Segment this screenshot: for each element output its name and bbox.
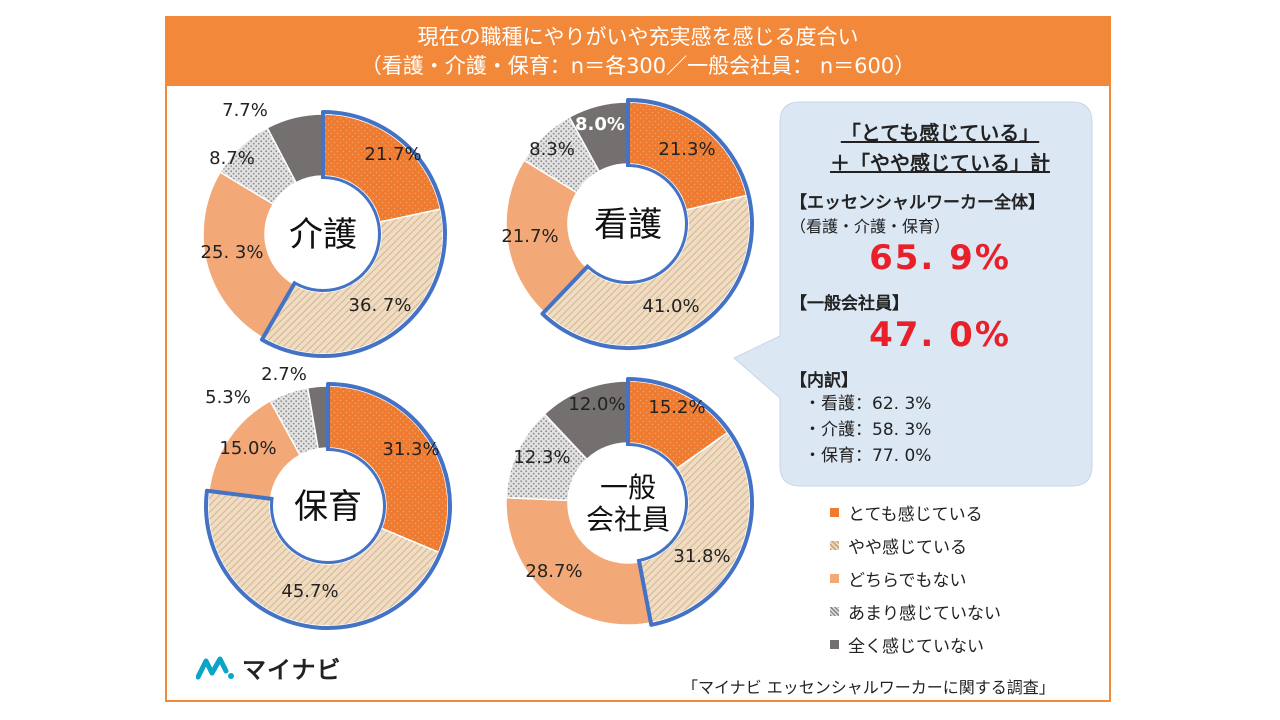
speech-bubble xyxy=(733,101,1093,487)
donut-data-label: 8.7% xyxy=(209,148,255,169)
positive-outline xyxy=(259,110,447,358)
donut-data-label: 45.7% xyxy=(281,581,338,602)
title-line-2: （看護・介護・保育：n＝各300／一般会社員： n＝600） xyxy=(360,54,916,78)
donut-chart: 看護 21.3% 41.0% 21.7% 8.3%8.0% xyxy=(501,98,754,350)
donut-data-label: 5.3% xyxy=(205,387,251,408)
donut-hole xyxy=(571,446,685,560)
donut-data-label: 21.7% xyxy=(364,144,421,165)
donut-data-label: 15.2% xyxy=(648,397,705,418)
chart-title-banner: 現在の職種にやりがいや充実感を感じる度合い （看護・介護・保育：n＝各300／一… xyxy=(167,18,1109,86)
source-note: 「マイナビ エッセンシャルワーカーに関する調査」 xyxy=(682,678,1055,697)
donut-data-label: 41.0% xyxy=(642,296,699,317)
donut-data-label: 8.3% xyxy=(529,139,575,160)
donut-chart: 一般会社員 15.2% 31.8% 28.7% 12.3% 12.0% xyxy=(505,377,754,627)
office-value: 47. 0% xyxy=(869,315,1011,355)
donut-data-label: 2.7% xyxy=(261,364,307,385)
donut-data-label: 21.3% xyxy=(658,139,715,160)
donut-title: 介護 xyxy=(289,215,357,255)
legend-swatch xyxy=(830,574,839,583)
legend-item: やや感じている xyxy=(830,529,1001,562)
donut-title: 一般 xyxy=(600,471,656,504)
donut-data-label: 12.0% xyxy=(568,394,625,415)
title-line-1: 現在の職種にやりがいや充実感を感じる度合い xyxy=(417,25,859,49)
legend-item: あまり感じていない xyxy=(830,595,1001,628)
positive-outline xyxy=(204,382,452,630)
summary-heading-line2: ＋「やや感じている」計 xyxy=(830,151,1050,175)
legend-item: とても感じている xyxy=(830,496,1001,529)
legend-label: どちらでもない xyxy=(848,571,967,591)
donut-data-label: 31.3% xyxy=(382,439,439,460)
summary-callout: 「とても感じている」 ＋「やや感じている」計 【エッセンシャルワーカー全体】 （… xyxy=(790,118,1090,469)
summary-heading: 「とても感じている」 ＋「やや感じている」計 xyxy=(790,118,1090,178)
donut-charts: 介護 21.7% 36. 7% 25. 3% 8.7% 7.7% 看護 21.3% 41.0% 2… xyxy=(201,98,754,630)
legend-label: とても感じている xyxy=(848,505,983,525)
positive-outline xyxy=(540,98,754,350)
essential-label: 【エッセンシャルワーカー全体】 xyxy=(790,193,1045,213)
donut-slice xyxy=(505,159,588,314)
donut-data-label: 21.7% xyxy=(501,226,558,247)
legend-swatch xyxy=(830,640,839,649)
legend-item: どちらでもない xyxy=(830,562,1001,595)
legend-swatch xyxy=(830,508,839,517)
breakdown-item: ・保育：77. 0% xyxy=(804,446,932,466)
mynavi-logo: マイナビ xyxy=(196,650,342,685)
donut-title: 看護 xyxy=(594,205,662,245)
breakdown-label: 【内訳】 xyxy=(790,371,858,391)
logo-text: マイナビ xyxy=(242,656,342,684)
donut-data-label: 25. 3% xyxy=(201,242,264,263)
legend-label: あまり感じていない xyxy=(848,604,1001,624)
donut-data-label: 12.3% xyxy=(513,447,570,468)
donut-hole xyxy=(268,179,378,289)
legend: とても感じている やや感じている どちらでもない あまり感じていない 全く感じて… xyxy=(830,496,1001,661)
positive-outline xyxy=(626,377,754,627)
donut-data-label: 28.7% xyxy=(525,561,582,582)
legend-swatch xyxy=(830,607,839,616)
donut-chart: 介護 21.7% 36. 7% 25. 3% 8.7% 7.7% xyxy=(201,100,447,358)
donut-data-label: 31.8% xyxy=(673,546,730,567)
donut-title: 会社員 xyxy=(586,503,670,536)
breakdown-item: ・看護：62. 3% xyxy=(804,394,932,414)
donut-slice xyxy=(202,171,295,339)
legend-label: 全く感じていない xyxy=(848,637,984,657)
donut-data-label: 36. 7% xyxy=(349,295,412,316)
donut-slice xyxy=(505,496,652,626)
donut-chart: 保育 31.3% 45.7% 15.0% 5.3% 2.7% xyxy=(204,364,452,630)
donut-data-label: 15.0% xyxy=(219,438,276,459)
legend-swatch xyxy=(830,541,839,550)
office-label: 【一般会社員】 xyxy=(790,294,909,314)
summary-heading-line1: 「とても感じている」 xyxy=(840,121,1040,145)
essential-value: 65. 9% xyxy=(869,238,1011,278)
donut-data-label: 7.7% xyxy=(222,100,268,121)
donut-hole xyxy=(273,451,383,561)
legend-item: 全く感じていない xyxy=(830,628,1001,661)
donut-hole xyxy=(571,167,685,281)
mynavi-mark-icon xyxy=(196,656,234,679)
essential-sub: （看護・介護・保育） xyxy=(790,217,951,236)
legend-label: やや感じている xyxy=(848,538,967,558)
donut-data-label: 8.0% xyxy=(575,114,625,135)
breakdown-item: ・介護：58. 3% xyxy=(804,420,932,440)
donut-title: 保育 xyxy=(294,487,362,527)
